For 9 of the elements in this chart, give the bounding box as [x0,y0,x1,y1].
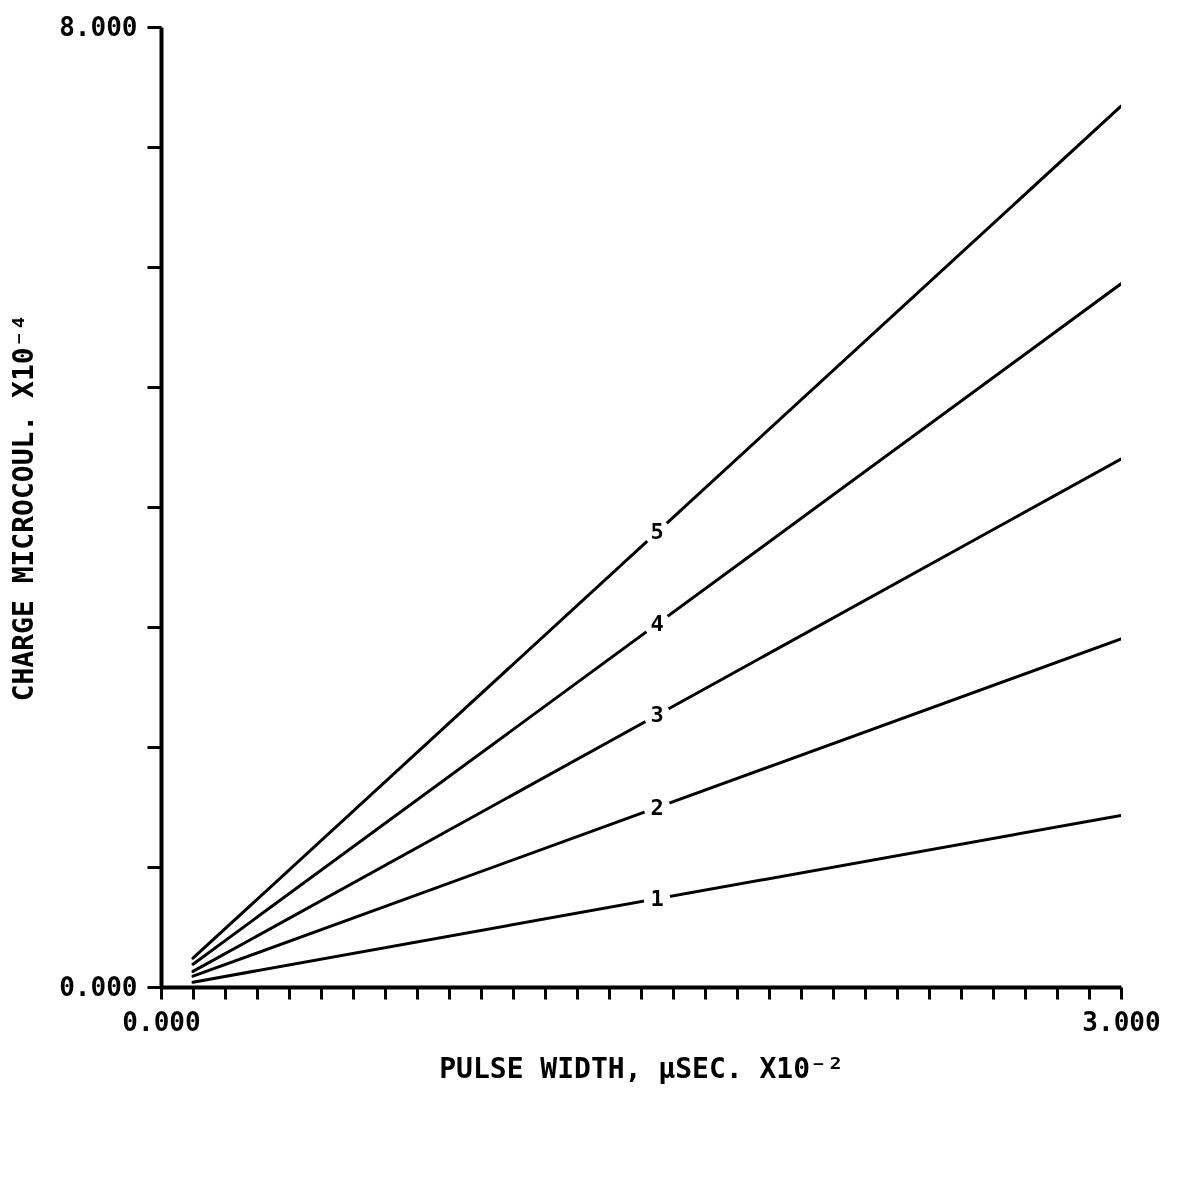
series-label: 5 [650,519,664,545]
y-axis-title: CHARGE MICROCOUL. X10⁻⁴ [7,313,41,702]
y-tick-label: 8.000 [59,11,138,42]
x-axis-title: PULSE WIDTH, µSEC. X10⁻² [439,1051,844,1085]
series-label: 2 [650,794,664,820]
x-tick-label: 3.000 [1082,1006,1161,1037]
series-label: 1 [650,885,664,911]
series-label: 4 [650,611,664,636]
series-label: 3 [650,702,664,728]
